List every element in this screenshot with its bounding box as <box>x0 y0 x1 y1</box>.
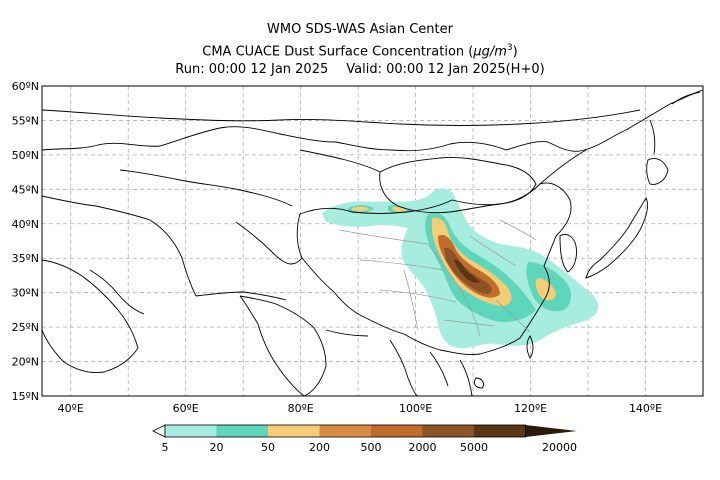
lat-tick-label: 55ºN <box>12 114 39 127</box>
lon-tick-label: 80ºE <box>288 402 314 415</box>
graticule <box>42 86 703 396</box>
lat-tick-label: 20ºN <box>12 356 39 369</box>
title-product: CMA CUACE Dust Surface Concentration (μg… <box>0 40 720 60</box>
lat-tick-label: 25ºN <box>12 321 39 334</box>
colorbar-label: 5 <box>162 441 169 454</box>
title-product-close: ) <box>512 44 518 60</box>
lon-tick-label: 120ºE <box>514 402 547 415</box>
colorbar-label: 20000 <box>542 441 577 454</box>
unit-exponent: 3 <box>506 43 513 53</box>
colorbar-segment <box>371 425 423 437</box>
dust-level-2000 <box>454 259 480 283</box>
colorbar-label: 5000 <box>460 441 488 454</box>
map-frame <box>41 85 704 397</box>
colorbar-segment <box>165 425 217 437</box>
colorbar-segment <box>319 425 371 437</box>
colorbar-outline <box>164 424 526 438</box>
lon-tick-label: 60ºE <box>173 402 199 415</box>
dust-concentration-field <box>322 188 598 349</box>
longitude-labels: 40ºE 60ºE 80ºE 100ºE 120ºE 140ºE <box>58 402 662 415</box>
colorbar-label: 50 <box>261 441 275 454</box>
colorbar-low-arrow <box>152 424 166 438</box>
title-run-valid: Run: 00:00 12 Jan 2025 Valid: 00:00 12 Ja… <box>0 62 720 78</box>
colorbar-segment <box>216 425 268 437</box>
lon-tick-label: 100ºE <box>399 402 432 415</box>
province-borders <box>339 219 537 337</box>
colorbar-label: 500 <box>361 441 382 454</box>
colorbar-label: 200 <box>309 441 330 454</box>
country-borders <box>42 89 703 396</box>
colorbar-label: 20 <box>210 441 224 454</box>
colorbar-label: 2000 <box>409 441 437 454</box>
lat-tick-label: 40ºN <box>12 218 39 231</box>
colorbar-high-arrow <box>525 425 577 437</box>
title-product-text: CMA CUACE Dust Surface Concentration ( <box>202 44 474 60</box>
lat-tick-label: 50ºN <box>12 149 39 162</box>
dust-level-500 <box>444 247 492 294</box>
colorbar-segment <box>422 425 474 437</box>
lon-tick-label: 140ºE <box>629 402 662 415</box>
lon-tick-label: 40ºE <box>58 402 84 415</box>
latitude-labels: 60ºN 55ºN 50ºN 45ºN 40ºN 35ºN 30ºN 25ºN 20ºN 15ºN <box>12 80 39 403</box>
lat-tick-label: 60ºN <box>12 80 39 93</box>
colorbar: 5 20 50 200 500 2000 5000 20000 <box>152 424 577 454</box>
map-area <box>42 86 703 396</box>
valid-time: Valid: 00:00 12 Jan 2025(H+0) <box>346 62 545 77</box>
lat-tick-label: 30ºN <box>12 287 39 300</box>
unit-mu: μ <box>473 44 482 60</box>
unit-text: g/m <box>481 44 507 60</box>
title-center: WMO SDS-WAS Asian Center <box>267 22 453 37</box>
colorbar-segment <box>474 425 526 437</box>
lat-tick-label: 45ºN <box>12 183 39 196</box>
run-time: Run: 00:00 12 Jan 2025 <box>175 62 329 77</box>
lat-tick-label: 15ºN <box>12 390 39 403</box>
colorbar-segment <box>268 425 320 437</box>
lat-tick-label: 35ºN <box>12 252 39 265</box>
